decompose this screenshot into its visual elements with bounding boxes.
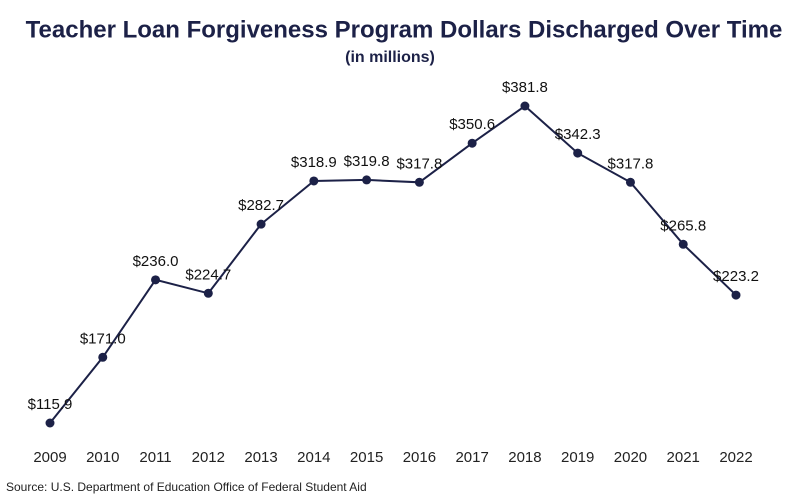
point	[256, 219, 266, 229]
x-tick-label: 2009	[33, 449, 66, 466]
x-tick-label: 2010	[86, 449, 119, 466]
value-label: $265.8	[660, 217, 706, 234]
chart-subtitle: (in millions)	[345, 49, 435, 66]
point	[520, 101, 530, 111]
x-tick-label: 2019	[561, 449, 594, 466]
point	[45, 418, 55, 428]
x-tick-label: 2017	[455, 449, 488, 466]
x-tick-label: 2021	[667, 449, 700, 466]
line	[49, 104, 737, 424]
point	[309, 176, 319, 186]
x-tick-label: 2020	[614, 449, 647, 466]
x-tick-label: 2012	[192, 449, 225, 466]
point	[625, 177, 635, 187]
point	[151, 275, 161, 285]
value-label: $115.9	[28, 396, 73, 413]
value-label: $223.2	[713, 268, 759, 285]
value-label: $318.9	[291, 154, 337, 171]
point	[678, 239, 688, 249]
chart-title: Teacher Loan Forgiveness Program Dollars…	[26, 16, 783, 43]
x-tick-label: 2018	[508, 449, 541, 466]
point	[98, 352, 108, 362]
value-label: $381.8	[502, 79, 548, 96]
value-label: $319.8	[344, 153, 390, 170]
x-tick-label: 2011	[139, 449, 171, 466]
point	[414, 177, 424, 187]
value-label: $282.7	[238, 197, 284, 214]
value-label: $317.8	[396, 155, 442, 172]
x-tick-label: 2022	[719, 449, 752, 466]
value-label: $236.0	[133, 253, 179, 270]
value-label: $317.8	[608, 155, 654, 172]
value-label: $171.0	[80, 330, 126, 347]
point	[203, 288, 213, 298]
x-tick-label: 2014	[297, 449, 330, 466]
x-tick-label: 2016	[403, 449, 436, 466]
point	[467, 138, 477, 148]
x-tick-label: 2013	[244, 449, 277, 466]
x-tick-label: 2015	[350, 449, 383, 466]
value-label: $350.6	[449, 116, 495, 133]
point	[362, 175, 372, 185]
point	[573, 148, 583, 158]
value-label: $342.3	[555, 126, 601, 143]
point	[731, 290, 741, 300]
source-note: Source: U.S. Department of Education Off…	[6, 480, 367, 494]
value-label: $224.7	[185, 266, 231, 283]
